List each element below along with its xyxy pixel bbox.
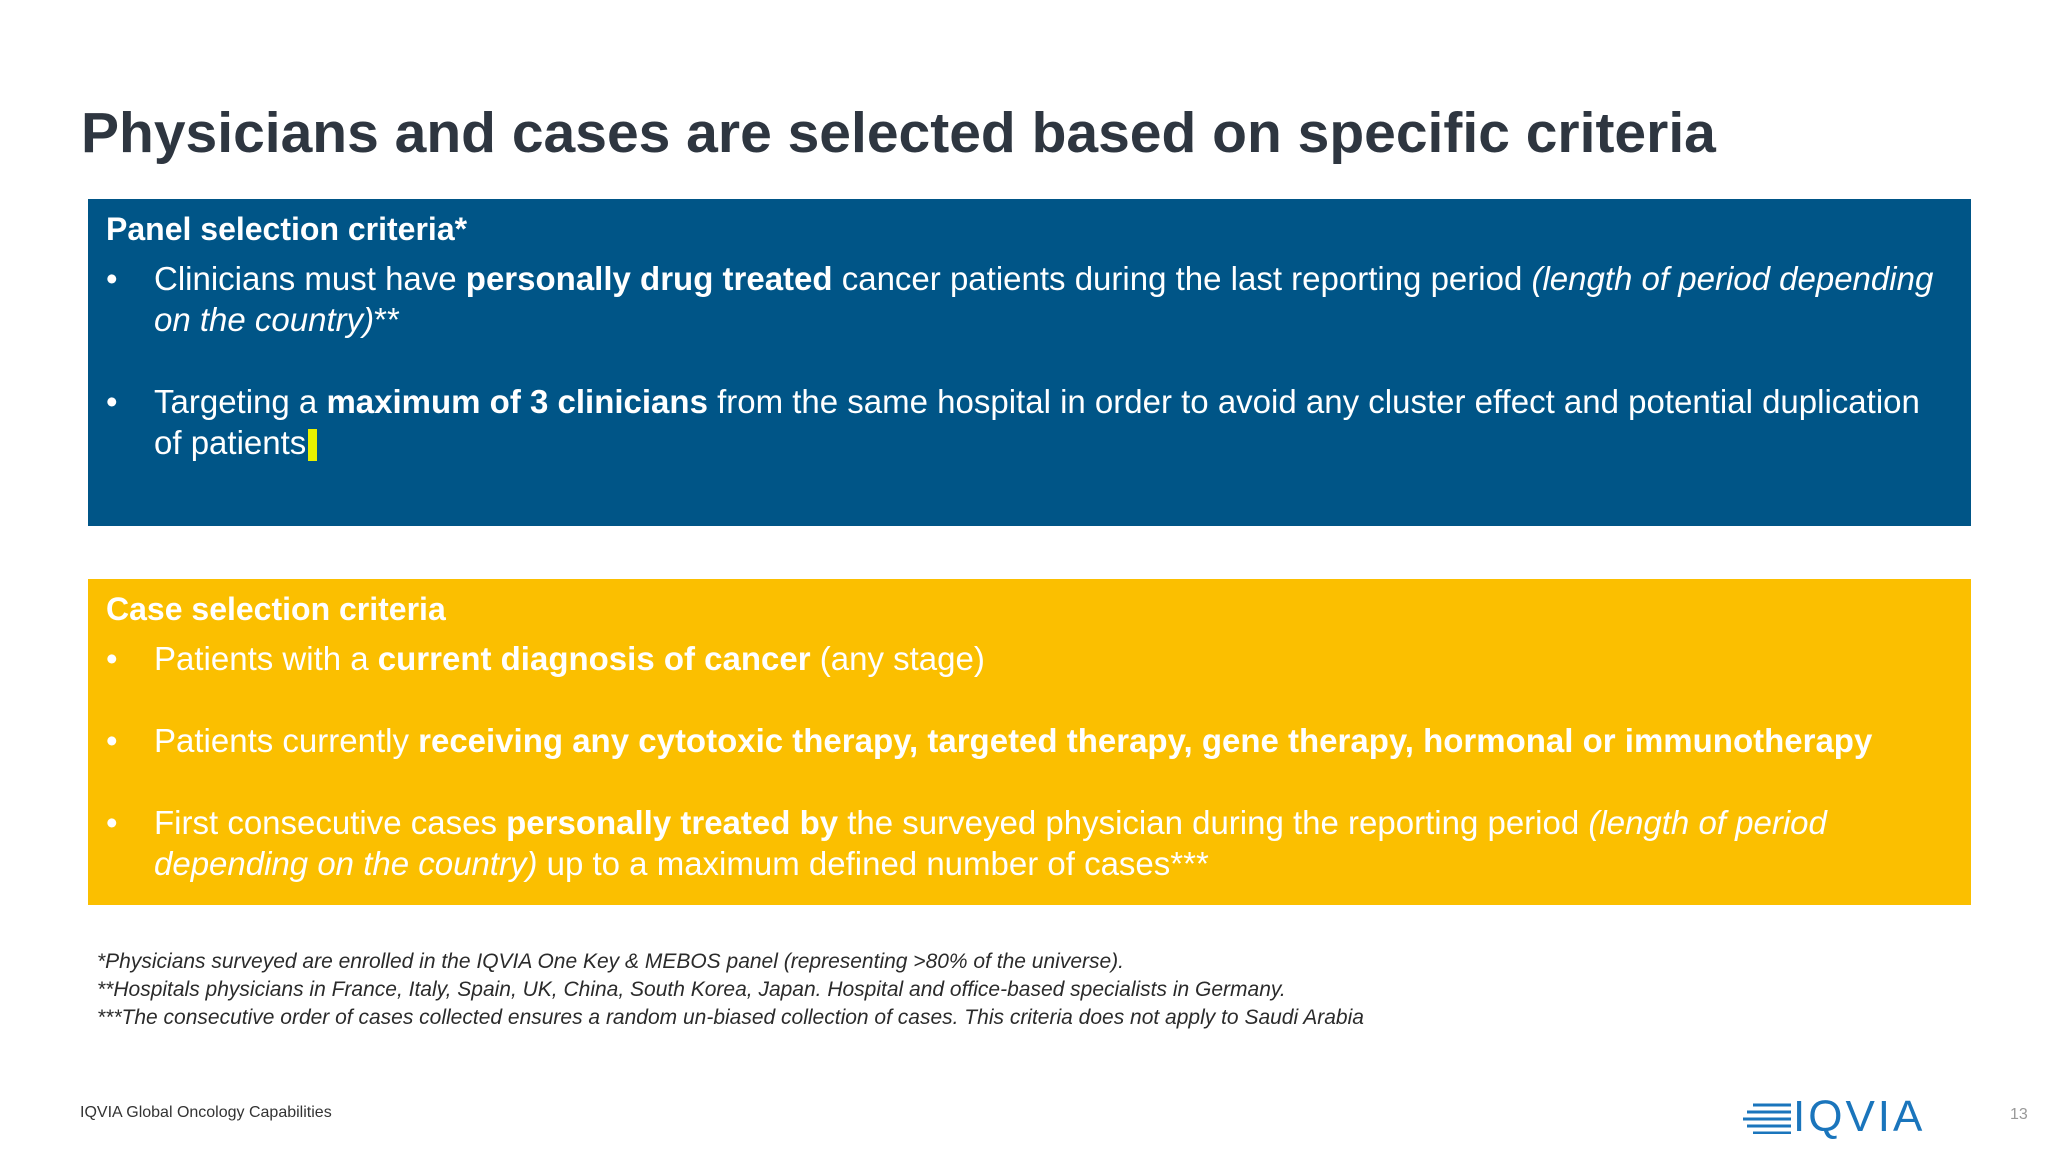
italic-text: (length of period depending on the count… bbox=[154, 260, 1934, 338]
text: the surveyed physician during the report… bbox=[838, 804, 1589, 841]
text: ** bbox=[374, 301, 400, 338]
bullet: Patients currently receiving any cytotox… bbox=[106, 720, 1953, 761]
footnotes: *Physicians surveyed are enrolled in the… bbox=[97, 948, 1364, 1032]
text: (any stage) bbox=[810, 640, 985, 677]
text: from the same hospital in order to avoid… bbox=[154, 383, 1920, 461]
text: Patients with a bbox=[154, 640, 378, 677]
bold-text: personally treated by bbox=[506, 804, 839, 841]
bullet: Targeting a maximum of 3 clinicians from… bbox=[106, 381, 1953, 463]
case-box: Case selection criteria Patients with a … bbox=[88, 579, 1971, 905]
footnote: ***The consecutive order of cases collec… bbox=[97, 1006, 1364, 1029]
case-heading: Case selection criteria bbox=[106, 591, 446, 627]
bullet: Patients with a current diagnosis of can… bbox=[106, 638, 1953, 679]
cursor bbox=[308, 429, 318, 462]
panel-heading: Panel selection criteria* bbox=[106, 211, 468, 247]
bold-text: receiving any cytotoxic therapy, targete… bbox=[418, 722, 1873, 759]
bullet: Clinicians must have personally drug tre… bbox=[106, 258, 1953, 340]
logo: IQVIA bbox=[1743, 1092, 1925, 1142]
logo-mark bbox=[1743, 1103, 1791, 1134]
text: First consecutive cases bbox=[154, 804, 507, 841]
text: Patients currently bbox=[154, 722, 419, 759]
panel-box: Panel selection criteria* Clinicians mus… bbox=[88, 199, 1971, 526]
title: Physicians and cases are selected based … bbox=[81, 101, 1716, 165]
footer: IQVIA Global Oncology Capabilities bbox=[80, 1104, 332, 1121]
italic-text: (length of period depending on the count… bbox=[154, 804, 1827, 882]
text: up to a maximum defined number of cases*… bbox=[537, 845, 1209, 882]
footnote: **Hospitals physicians in France, Italy,… bbox=[97, 978, 1286, 1001]
panel-bullets: Clinicians must have personally drug tre… bbox=[106, 258, 1953, 463]
text: Clinicians must have bbox=[154, 260, 466, 297]
text: cancer patients during the last reportin… bbox=[832, 260, 1532, 297]
logo-text: IQVIA bbox=[1793, 1092, 1926, 1141]
bullet: First consecutive cases personally treat… bbox=[106, 802, 1953, 884]
text: Targeting a bbox=[154, 383, 327, 420]
bold-text: current diagnosis of cancer bbox=[377, 640, 811, 677]
page-number: 13 bbox=[2010, 1106, 2028, 1123]
case-bullets: Patients with a current diagnosis of can… bbox=[106, 638, 1953, 884]
footnote: *Physicians surveyed are enrolled in the… bbox=[97, 950, 1125, 973]
bold-text: personally drug treated bbox=[465, 260, 833, 297]
bold-text: maximum of 3 clinicians bbox=[326, 383, 708, 420]
